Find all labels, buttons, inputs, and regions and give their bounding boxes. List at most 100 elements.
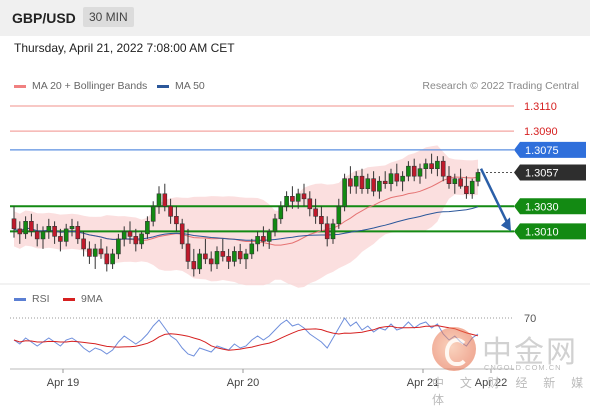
watermark-site: CNGOLD.COM.CN	[484, 363, 562, 372]
candle-body	[150, 206, 156, 222]
legend-label-ma50: MA 50	[175, 80, 205, 92]
candle-body	[324, 223, 330, 240]
legend-label-ma20: MA 20 + Bollinger Bands	[32, 80, 148, 92]
candle-body	[116, 238, 121, 255]
level-tag-1.3075	[514, 141, 586, 158]
9ma-swatch	[63, 297, 75, 301]
candle-body	[162, 193, 168, 207]
ma50-line	[13, 206, 479, 241]
candle-body	[342, 178, 347, 207]
legend-item-9ma: 9MA	[63, 293, 103, 305]
ma50-swatch	[157, 84, 169, 88]
candle-body	[348, 178, 353, 187]
candle-body	[226, 256, 231, 262]
candle-body	[98, 248, 104, 255]
x-tick-label: Apr 19	[47, 377, 79, 389]
candle-body	[249, 243, 255, 255]
candle-body	[417, 168, 423, 177]
credit-text: Research © 2022 Trading Central	[422, 80, 579, 92]
candle-body	[394, 173, 400, 182]
candle-body	[237, 251, 243, 260]
level-label-1.3057: 1.3057	[525, 167, 559, 179]
candle-body	[400, 175, 405, 182]
candle-body	[133, 236, 139, 245]
candle-body	[452, 178, 458, 184]
candle-body	[272, 218, 278, 232]
level-label-1.3075: 1.3075	[525, 145, 559, 157]
candle-body	[58, 236, 63, 242]
candle-body	[232, 251, 237, 262]
chart-datetime: Thursday, April 21, 2022 7:08:00 AM CET	[14, 41, 235, 55]
candle-body	[69, 226, 75, 230]
candle-body	[87, 248, 92, 257]
candle-body	[458, 178, 463, 187]
candle-body	[377, 180, 382, 192]
level-tag-1.3057	[514, 164, 586, 181]
candle-body	[255, 236, 260, 245]
level-tag-1.3010	[514, 223, 586, 240]
candle-body	[435, 160, 440, 169]
candle-body	[23, 221, 28, 235]
symbol-label: GBP/USD	[12, 10, 76, 26]
candle-body	[104, 253, 110, 265]
rsi-level-label: 70	[524, 313, 536, 325]
candle-body	[127, 231, 133, 237]
legend-item-ma20: MA 20 + Bollinger Bands	[14, 80, 147, 92]
candle-body	[174, 216, 179, 225]
candle-body	[307, 198, 313, 210]
timeframe-button[interactable]: 30 MIN	[83, 7, 134, 27]
candle-body	[168, 206, 173, 217]
rsi-line	[13, 317, 479, 357]
candle-body	[34, 231, 40, 240]
candle-body	[429, 163, 434, 169]
legend-label-rsi: RSI	[32, 293, 50, 305]
candle-body	[353, 175, 359, 187]
chart-header: GBP/USD 30 MIN	[0, 0, 590, 36]
candle-body	[301, 193, 307, 200]
x-tick-label: Apr 20	[227, 377, 259, 389]
candle-body	[110, 253, 115, 265]
candle-body	[52, 226, 57, 237]
candle-body	[388, 173, 394, 184]
candle-body	[266, 231, 272, 242]
candle-body	[40, 231, 46, 240]
watermark: 中金网 CNGOLD.COM.CN 中 文 财 经 新 媒 体	[432, 327, 590, 407]
candle-body	[295, 193, 301, 202]
candle-body	[406, 165, 411, 177]
ma20-swatch	[14, 84, 26, 88]
level-tag-1.3030	[514, 198, 586, 215]
candle-body	[145, 221, 150, 235]
candle-body	[371, 178, 376, 192]
candle-body	[17, 228, 23, 235]
candle-body	[365, 178, 371, 189]
candle-body	[191, 261, 197, 270]
candle-body	[313, 208, 318, 217]
legend-label-9ma: 9MA	[81, 293, 103, 305]
candle-body	[63, 228, 69, 242]
candle-body	[382, 180, 388, 184]
candle-body	[261, 236, 266, 242]
level-label-1.3110: 1.3110	[524, 101, 557, 113]
candle-body	[92, 248, 98, 257]
candle-body	[423, 163, 429, 169]
candle-body	[446, 175, 452, 184]
candle-body	[440, 160, 446, 177]
candle-body	[220, 251, 226, 257]
candle-body	[156, 193, 162, 207]
watermark-sub: 中 文 财 经 新 媒 体	[432, 376, 590, 407]
forecast-arrow-head	[501, 217, 511, 232]
candle-body	[330, 223, 336, 240]
level-label-1.3090: 1.3090	[524, 126, 558, 138]
level-label-1.3010: 1.3010	[525, 226, 559, 238]
candle-body	[139, 233, 144, 245]
candle-body	[197, 253, 202, 270]
candle-body	[203, 253, 208, 260]
watermark-logo-icon	[432, 327, 476, 371]
candle-body	[75, 226, 81, 240]
forecast-arrow-shaft	[479, 168, 510, 225]
candle-body	[29, 221, 34, 232]
candle-body	[469, 180, 475, 194]
candle-body	[243, 253, 249, 260]
candle-body	[214, 251, 220, 265]
